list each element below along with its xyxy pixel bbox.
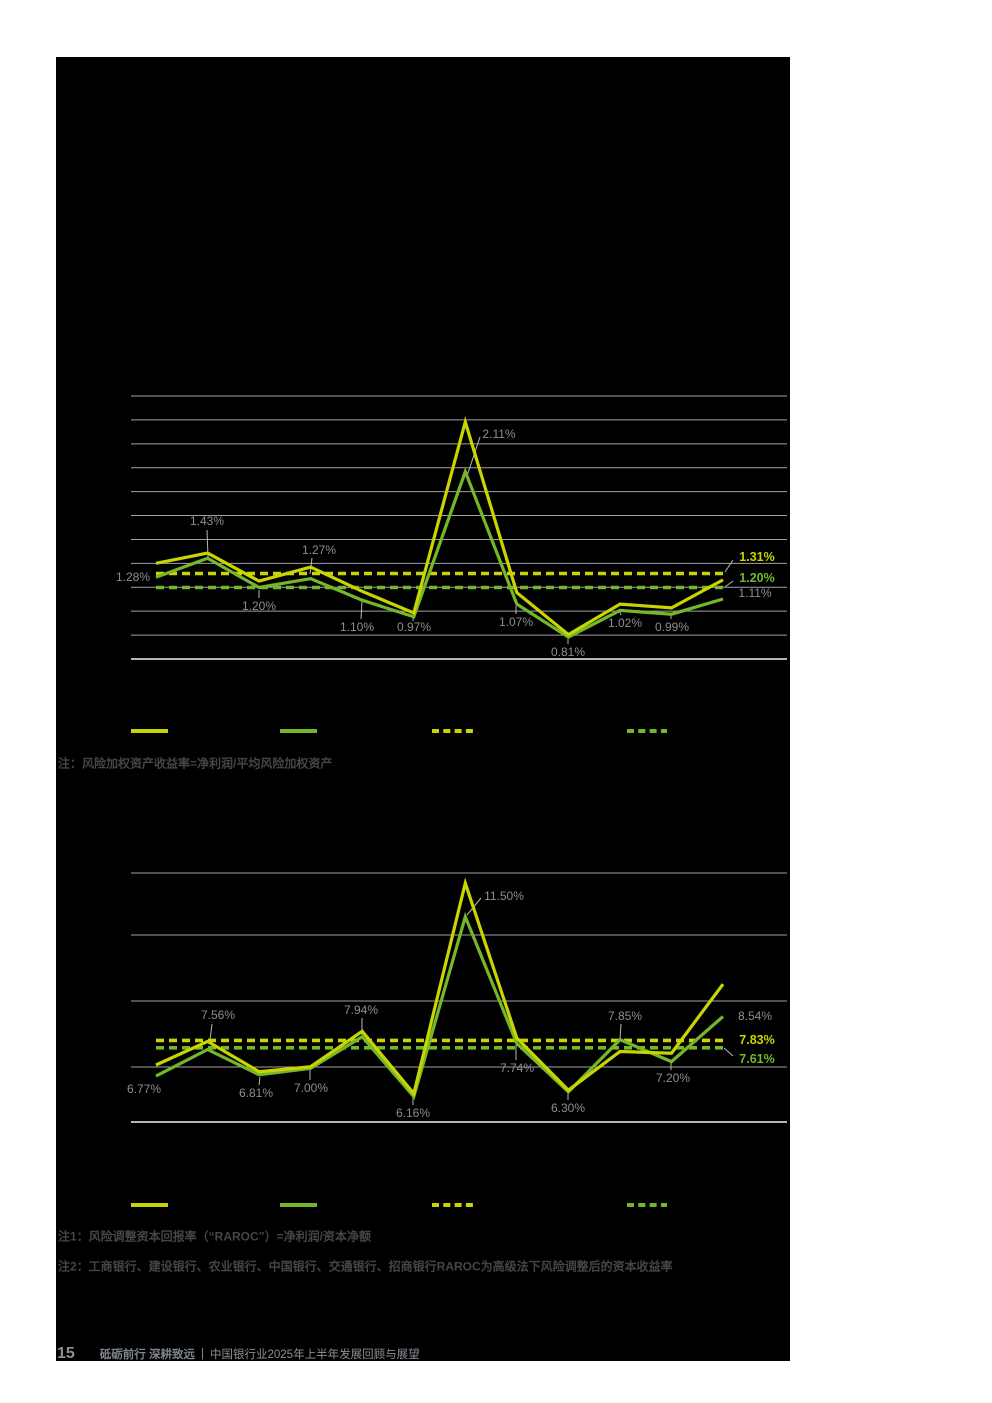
rorwa-point-label-8: 1.07% xyxy=(498,615,534,629)
page-footer: 15 砥砺前行 深耕致远 | 中国银行业2025年上半年发展回顾与展望 xyxy=(56,1345,790,1363)
rorwa-point-label-11: 0.99% xyxy=(654,620,690,634)
rorwa-point-label-2: 1.43% xyxy=(189,514,225,528)
rorwa-point-label-4: 1.27% xyxy=(301,543,337,557)
rorwa-point-label-5: 1.10% xyxy=(339,620,375,634)
footer-report-title: 中国银行业2025年上半年发展回顾与展望 xyxy=(210,1349,420,1361)
raroc-point-label-9: 6.30% xyxy=(550,1101,586,1115)
raroc-average-label-2: 7.61% xyxy=(739,1052,775,1066)
raroc-point-label-6: 6.16% xyxy=(395,1106,431,1120)
rorwa-point-label-6: 0.97% xyxy=(396,620,432,634)
footer-separator: | xyxy=(201,1348,204,1360)
raroc-point-label-3: 6.81% xyxy=(238,1086,274,1100)
raroc-point-label-2: 7.56% xyxy=(200,1008,236,1022)
rorwa-point-label-10: 1.02% xyxy=(607,616,643,630)
report-panel xyxy=(56,57,790,1361)
raroc-point-label-5: 7.94% xyxy=(343,1003,379,1017)
raroc-point-label-1: 6.77% xyxy=(126,1082,162,1096)
chart2-note-1: 注1：风险调整资本回报率（“RAROC”）=净利润/资本净额 xyxy=(58,1229,372,1244)
footer-tagline: 砥砺前行 深耕致远 xyxy=(99,1349,195,1361)
raroc-point-label-10: 7.85% xyxy=(607,1009,643,1023)
raroc-point-label-4: 7.00% xyxy=(293,1081,329,1095)
rorwa-point-label-1: 1.28% xyxy=(115,570,151,584)
rorwa-point-label-9: 0.81% xyxy=(550,645,586,659)
chart2-note-2: 注2：工商银行、建设银行、农业银行、中国银行、交通银行、招商银行RAROC为高级… xyxy=(58,1259,673,1274)
rorwa-point-label-3: 1.20% xyxy=(241,599,277,613)
rorwa-average-label-2: 1.20% xyxy=(739,571,775,585)
page-number: 15 xyxy=(57,1345,75,1362)
rorwa-average-label-1: 1.31% xyxy=(739,550,775,564)
raroc-point-label-7: 11.50% xyxy=(484,889,524,903)
raroc-point-label-12: 8.54% xyxy=(737,1009,773,1023)
raroc-point-label-8: 7.74% xyxy=(499,1061,535,1075)
raroc-average-label-1: 7.83% xyxy=(739,1033,775,1047)
chart1-note: 注：风险加权资产收益率=净利润/平均风险加权资产 xyxy=(58,756,333,771)
rorwa-point-label-7: 2.11% xyxy=(482,427,516,441)
rorwa-point-label-12: 1.11% xyxy=(738,586,772,600)
raroc-point-label-11: 7.20% xyxy=(655,1071,691,1085)
